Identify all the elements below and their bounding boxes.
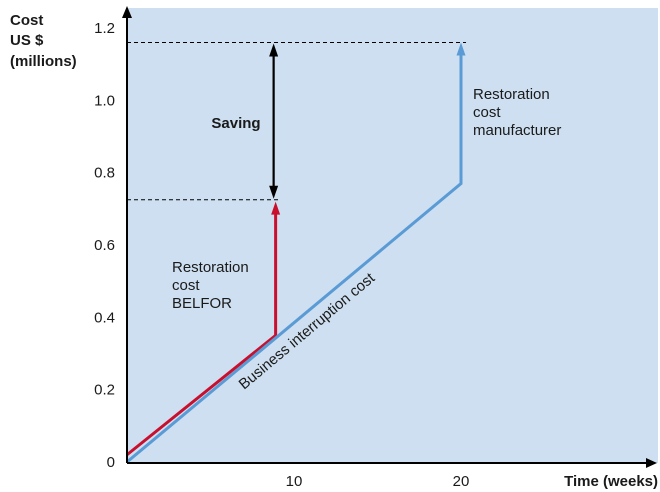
x-tick-label: 20 xyxy=(453,473,470,490)
y-tick-label: 1.2 xyxy=(94,20,115,37)
y-axis-label-line-2: US $ xyxy=(10,32,44,49)
y-tick-label: 0.8 xyxy=(94,165,115,182)
series-line-business xyxy=(126,53,463,464)
saving-label: Saving xyxy=(211,115,260,132)
restoration-manufacturer-line-2: cost xyxy=(473,104,501,121)
y-tick-label: 0 xyxy=(107,454,115,471)
series-line-belfor xyxy=(126,212,278,456)
y-tick-label: 0.2 xyxy=(94,382,115,399)
restoration-manufacturer-line-3: manufacturer xyxy=(473,122,561,139)
restoration-belfor-line-2: cost xyxy=(172,277,200,294)
y-tick-label: 0.4 xyxy=(94,309,115,326)
y-axis-label-line-1: Cost xyxy=(10,12,43,29)
x-tick-label: 10 xyxy=(286,473,303,490)
series-arrowhead-belfor xyxy=(271,201,281,215)
x-axis-label: Time (weeks) xyxy=(564,473,658,490)
saving-arrowhead-down xyxy=(269,185,279,199)
restoration-belfor-line-3: BELFOR xyxy=(172,295,232,312)
restoration-belfor-line-1: Restoration xyxy=(172,259,249,276)
x-axis-arrowhead xyxy=(646,458,657,468)
y-tick-label: 1.0 xyxy=(94,92,115,109)
series-arrowhead-business xyxy=(456,42,466,56)
y-tick-label: 0.6 xyxy=(94,237,115,254)
restoration-manufacturer-line-1: Restoration xyxy=(473,86,550,103)
y-axis-arrowhead xyxy=(122,6,132,18)
y-axis-label-line-3: (millions) xyxy=(10,53,77,70)
saving-arrowhead-up xyxy=(269,43,279,57)
